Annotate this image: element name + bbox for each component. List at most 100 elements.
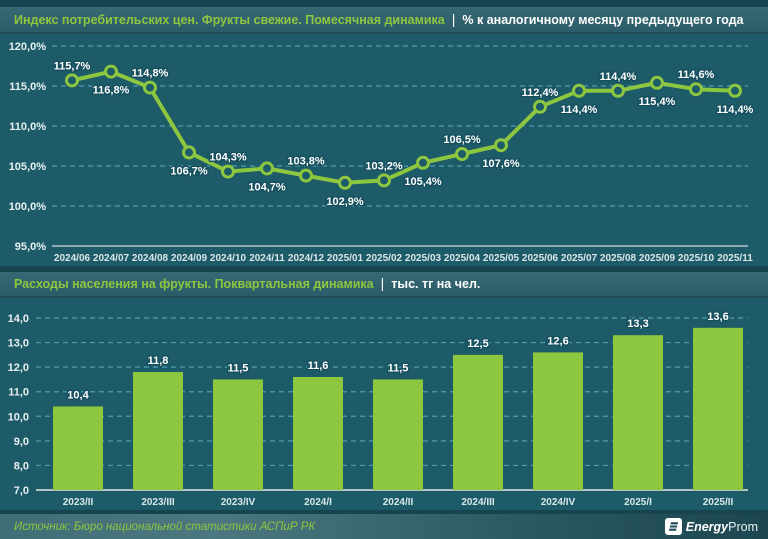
bar-value-label: 10,4 xyxy=(67,389,89,401)
chart1-header: Индекс потребительских цен. Фрукты свежи… xyxy=(0,7,768,34)
bar xyxy=(693,327,743,490)
chart2-header: Расходы населения на фрукты. Поквартальн… xyxy=(0,272,768,298)
data-point-marker xyxy=(221,164,235,179)
data-label: 115,4% xyxy=(639,96,676,108)
mid-divider xyxy=(0,266,768,272)
bar-value-label: 12,5 xyxy=(467,338,488,350)
x-tick-label: 2025/06 xyxy=(522,253,559,264)
data-label: 103,2% xyxy=(365,160,403,172)
x-tick-label: 2024/06 xyxy=(54,253,91,264)
chart2-title: Расходы населения на фрукты. Поквартальн… xyxy=(14,277,374,291)
bar-value-label: 11,6 xyxy=(308,360,329,372)
x-tick-label: 2025/11 xyxy=(717,253,753,264)
bar xyxy=(453,354,503,490)
x-tick-label: 2024/09 xyxy=(171,253,208,264)
y-tick-label: 8,0 xyxy=(14,460,29,472)
y-tick-label: 14,0 xyxy=(8,313,29,325)
x-tick-label: 2024/III xyxy=(461,497,495,508)
y-tick-label: 9,0 xyxy=(14,436,29,448)
energyprom-icon xyxy=(664,518,682,535)
x-tick-label: 2025/II xyxy=(703,497,734,508)
x-tick-label: 2023/III xyxy=(141,497,175,508)
data-label: 106,7% xyxy=(170,165,208,177)
x-tick-label: 2025/07 xyxy=(561,253,598,264)
data-point-marker xyxy=(455,147,469,161)
x-tick-label: 2023/IV xyxy=(221,497,256,508)
x-tick-label: 2025/08 xyxy=(600,253,637,264)
y-tick-label: 115,0% xyxy=(9,81,46,93)
bar-value-label: 13,3 xyxy=(627,318,648,330)
x-tick-label: 2024/11 xyxy=(249,253,285,264)
y-tick-label: 120,0% xyxy=(9,41,47,53)
data-label: 114,4% xyxy=(717,104,754,116)
x-tick-label: 2025/02 xyxy=(366,253,403,264)
cpi-line-chart: 120,0% 115,0% 110,0% 105,0% 100,0% 95,0% 2024/… xyxy=(9,41,755,264)
data-point-marker xyxy=(494,138,508,153)
data-label: 107,6% xyxy=(482,158,520,170)
bar xyxy=(613,335,663,490)
y-tick-label: 11,0 xyxy=(8,387,29,399)
x-tick-label: 2024/IV xyxy=(541,497,576,508)
x-tick-label: 2025/10 xyxy=(678,253,715,264)
x-tick-label: 2024/I xyxy=(304,497,332,508)
data-label: 114,4% xyxy=(600,71,637,83)
logo-text-energy: Energy xyxy=(685,519,729,534)
spending-bar-chart: 14,0 13,0 12,0 11,0 10,0 9,0 8,0 7,0 10,4 2023/II… xyxy=(8,309,748,508)
data-point-marker xyxy=(533,99,547,114)
y-tick-label: 13,0 xyxy=(8,338,29,350)
chart2-unit: тыс. тг на чел. xyxy=(391,277,481,291)
data-point-marker xyxy=(377,173,391,188)
data-label: 106,5% xyxy=(443,134,481,146)
data-label: 104,3% xyxy=(209,152,247,164)
data-point-marker xyxy=(650,75,664,90)
footer: Источник: Бюро национальной статистики А… xyxy=(0,514,768,539)
data-label: 114,8% xyxy=(132,68,169,80)
chart1-title: Индекс потребительских цен. Фрукты свежи… xyxy=(14,12,445,27)
bar-value-label: 12,6 xyxy=(547,335,568,347)
energyprom-logo: EnergyProm xyxy=(664,518,758,536)
x-tick-label: 2025/04 xyxy=(444,253,481,264)
x-tick-label: 2025/I xyxy=(624,497,652,508)
x-tick-label: 2024/07 xyxy=(93,253,130,264)
bar xyxy=(133,372,183,490)
x-tick-label: 2025/03 xyxy=(405,253,442,264)
energyprom-e-glyph xyxy=(668,522,678,531)
title-separator: | xyxy=(380,275,385,291)
data-label: 102,9% xyxy=(326,196,364,208)
top-divider xyxy=(0,0,768,7)
bar xyxy=(213,379,263,490)
chart1-unit: % к аналогичному месяцу предыдущего года xyxy=(462,12,744,27)
data-label: 112,4% xyxy=(522,87,559,99)
x-tick-label: 2023/II xyxy=(63,497,94,508)
y-tick-label: 100,0% xyxy=(9,201,47,213)
x-tick-label: 2025/05 xyxy=(483,253,520,264)
data-point-marker xyxy=(143,80,157,95)
data-point-marker xyxy=(572,83,586,98)
bar-value-label: 11,5 xyxy=(228,362,249,374)
bar-value-label: 11,5 xyxy=(388,362,409,374)
y-tick-label: 95,0% xyxy=(15,241,46,253)
data-label: 103,8% xyxy=(287,156,325,168)
data-label: 114,4% xyxy=(561,104,598,116)
y-tick-label: 110,0% xyxy=(9,121,46,133)
x-tick-label: 2024/10 xyxy=(210,253,247,264)
bar xyxy=(293,376,343,490)
data-point-marker xyxy=(338,175,352,190)
data-point-marker xyxy=(611,83,625,98)
x-tick-label: 2024/08 xyxy=(132,253,169,264)
source-text: Источник: Бюро национальной статистики А… xyxy=(14,520,316,533)
x-tick-label: 2025/01 xyxy=(327,253,364,264)
y-tick-label: 10,0 xyxy=(8,411,29,423)
bar xyxy=(53,406,103,490)
data-label: 116,8% xyxy=(93,85,130,97)
data-point-marker xyxy=(65,73,79,88)
data-label: 115,7% xyxy=(54,60,91,72)
data-point-marker xyxy=(689,82,703,97)
data-point-marker xyxy=(182,145,196,160)
data-point-marker xyxy=(299,168,313,183)
logo-text-prom: Prom xyxy=(728,519,758,534)
data-label: 105,4% xyxy=(404,176,442,188)
data-point-marker xyxy=(728,83,742,98)
data-point-marker xyxy=(260,161,274,176)
y-tick-label: 7,0 xyxy=(14,485,29,497)
